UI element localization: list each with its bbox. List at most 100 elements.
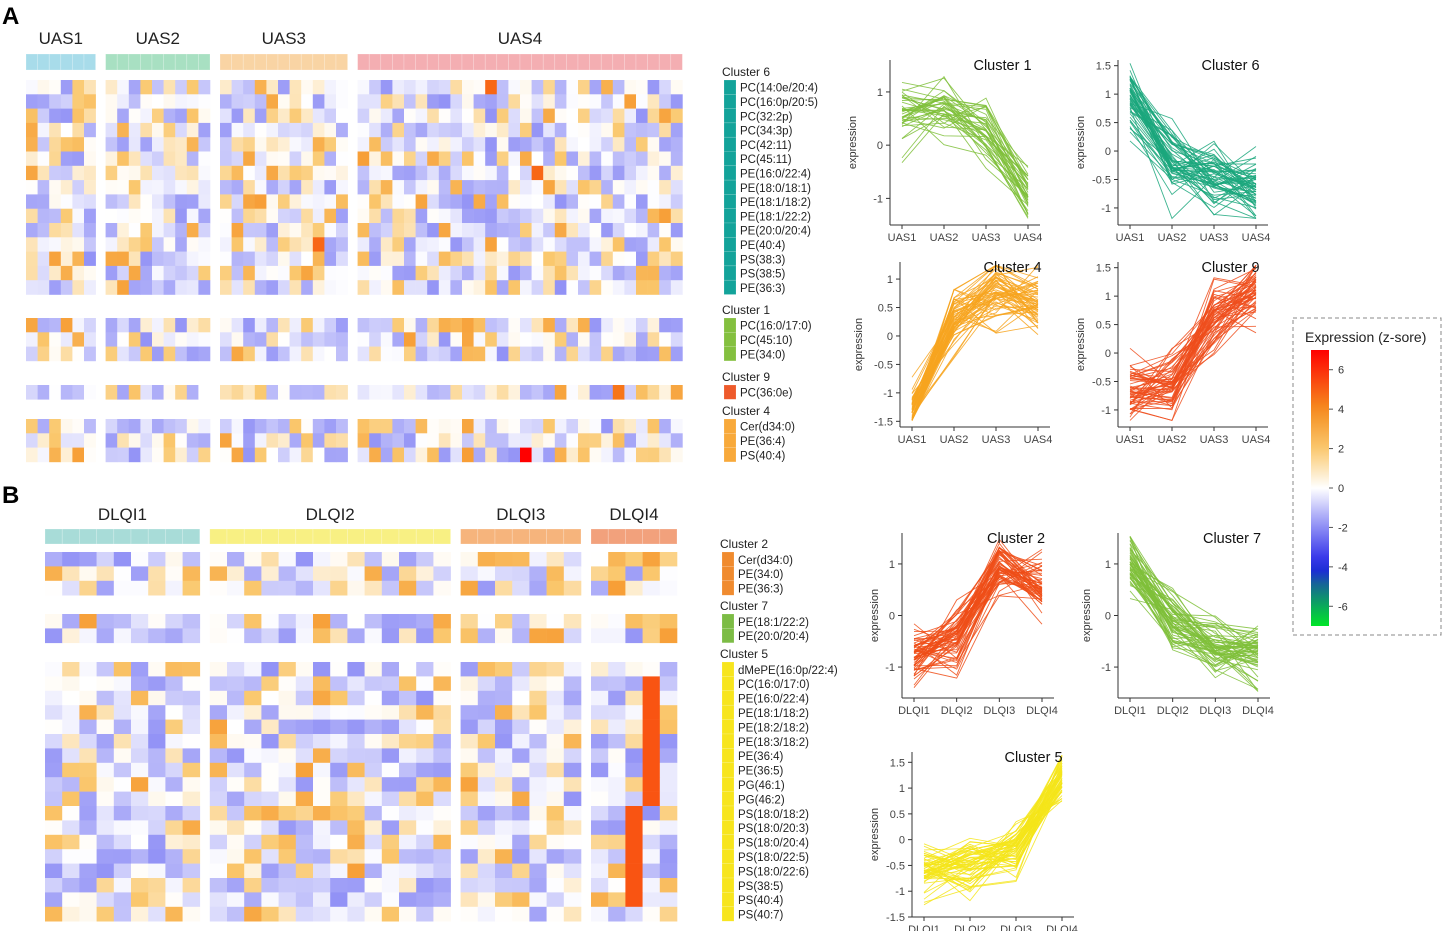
heatmap-cell [578, 94, 590, 109]
heatmap-cell [659, 318, 672, 333]
heatmap-cell [198, 280, 211, 295]
heatmap-cell [182, 863, 201, 879]
heatmap-cell [433, 878, 451, 893]
heatmap-cell [163, 385, 176, 400]
heatmap-cell [26, 80, 38, 95]
heatmap-cell [508, 180, 521, 195]
heatmap-cell [182, 892, 201, 908]
heatmap-cell [399, 748, 417, 764]
heatmap-cell [163, 223, 176, 238]
series-line [911, 285, 1039, 401]
heatmap-cell [450, 122, 463, 138]
heatmap-cell [336, 180, 348, 195]
heatmap-cell [636, 419, 648, 434]
heatmap-cell [636, 265, 648, 281]
group-annotation-cell [266, 53, 279, 71]
heatmap-cell [589, 385, 602, 400]
heatmap-cell [589, 346, 602, 362]
heatmap-cell [485, 447, 498, 463]
heatmap-cell [495, 878, 513, 893]
heatmap-cell [450, 251, 463, 267]
heatmap-cell [427, 419, 440, 434]
heatmap-cell [301, 433, 314, 448]
heatmap-cell [415, 385, 428, 400]
y-tick-label: -1 [1101, 203, 1111, 215]
heatmap-cell [289, 346, 302, 362]
heatmap-cell [231, 447, 244, 463]
heatmap-cell [227, 820, 245, 836]
heatmap-cell [330, 906, 348, 922]
heatmap-cell [364, 552, 383, 567]
heatmap-cell [96, 906, 115, 922]
heatmap-cell [566, 194, 579, 209]
heatmap-cell [380, 318, 393, 333]
heatmap-cell [152, 194, 164, 209]
heatmap-cell [313, 863, 331, 879]
heatmap-cell [659, 762, 678, 778]
heatmap-cell [186, 223, 199, 238]
heatmap-cell [37, 165, 50, 181]
heatmap-cell [589, 223, 602, 238]
heatmap-cell [529, 906, 547, 922]
heatmap-cell [566, 332, 579, 347]
heatmap-cell [220, 332, 232, 347]
heatmap-cell [512, 552, 530, 567]
heatmap-cell [508, 265, 521, 281]
series-line [901, 115, 1029, 215]
heatmap-cell [485, 419, 498, 434]
heatmap-cell [175, 346, 188, 362]
heatmap-cell [659, 690, 678, 706]
heatmap-cell [399, 566, 417, 582]
heatmap-cell [324, 108, 337, 124]
heatmap-cell [347, 878, 365, 893]
heatmap-cell [591, 834, 609, 850]
heatmap-cell [591, 580, 609, 596]
heatmap-cell [60, 346, 73, 362]
cluster-color-cell [721, 704, 735, 720]
heatmap-cell [227, 748, 245, 764]
heatmap-cell [266, 165, 279, 181]
heatmap-cell [96, 863, 115, 879]
heatmap-cell [105, 108, 118, 124]
heatmap-cell [636, 151, 648, 167]
heatmap-cell [670, 265, 683, 281]
heatmap-cell [131, 628, 149, 644]
heatmap-cell [278, 251, 290, 267]
heatmap-cell [163, 180, 176, 195]
heatmap-cell [380, 385, 393, 400]
heatmap-cell [148, 878, 166, 893]
heatmap-cell [330, 734, 348, 749]
group-annotation-cell [242, 53, 256, 71]
heatmap-cell [427, 122, 440, 138]
heatmap-cell [427, 447, 440, 463]
heatmap-cell [642, 580, 661, 596]
heatmap-cell [485, 332, 498, 347]
heatmap-cell [295, 734, 314, 749]
heatmap-cell [642, 762, 661, 778]
heatmap-cell [278, 318, 290, 333]
heatmap-cell [601, 208, 614, 224]
heatmap-cell [625, 566, 643, 582]
heatmap-cell [165, 676, 183, 692]
heatmap-cell [289, 180, 302, 195]
heatmap-cell [105, 433, 118, 448]
heatmap-cell [254, 433, 267, 448]
cluster-color-cell [723, 165, 737, 181]
heatmap-cell [612, 385, 625, 400]
heatmap-cell [231, 346, 244, 362]
heatmap-cell [289, 94, 302, 109]
group-annotation-cell [254, 53, 267, 71]
heatmap-cell [670, 419, 683, 434]
heatmap-cell [369, 433, 382, 448]
heatmap-cell [295, 777, 314, 792]
heatmap-cell [415, 265, 428, 281]
heatmap-cell [186, 265, 199, 281]
heatmap-cell [589, 108, 602, 124]
heatmap-cell [175, 108, 188, 124]
heatmap-cell [72, 280, 85, 295]
heatmap-cell [642, 777, 661, 792]
heatmap-cell [163, 237, 176, 252]
heatmap-cell [152, 208, 164, 224]
heatmap-cell [473, 137, 486, 152]
heatmap-cell [495, 748, 513, 764]
